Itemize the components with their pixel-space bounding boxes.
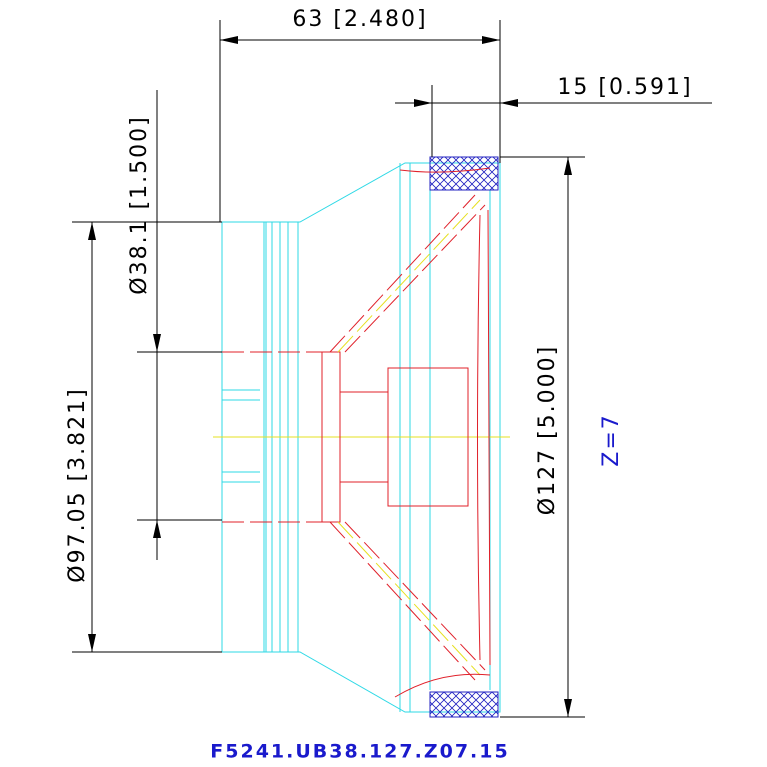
dim-outer: Ø127 [5.000] [535,345,560,515]
dim-flange: 15 [0.591] [557,75,692,100]
dim-throat: Ø38.1 [1.500] [127,115,152,294]
dim-depth: 63 [2.480] [292,7,427,32]
dim-mount: Ø97.05 [3.821] [65,387,90,582]
part-number: F5241.UB38.127.Z07.15 [210,741,509,763]
annotation: Z=7 [599,413,624,467]
dimension-lines [72,20,712,718]
speaker-profile [213,156,510,718]
